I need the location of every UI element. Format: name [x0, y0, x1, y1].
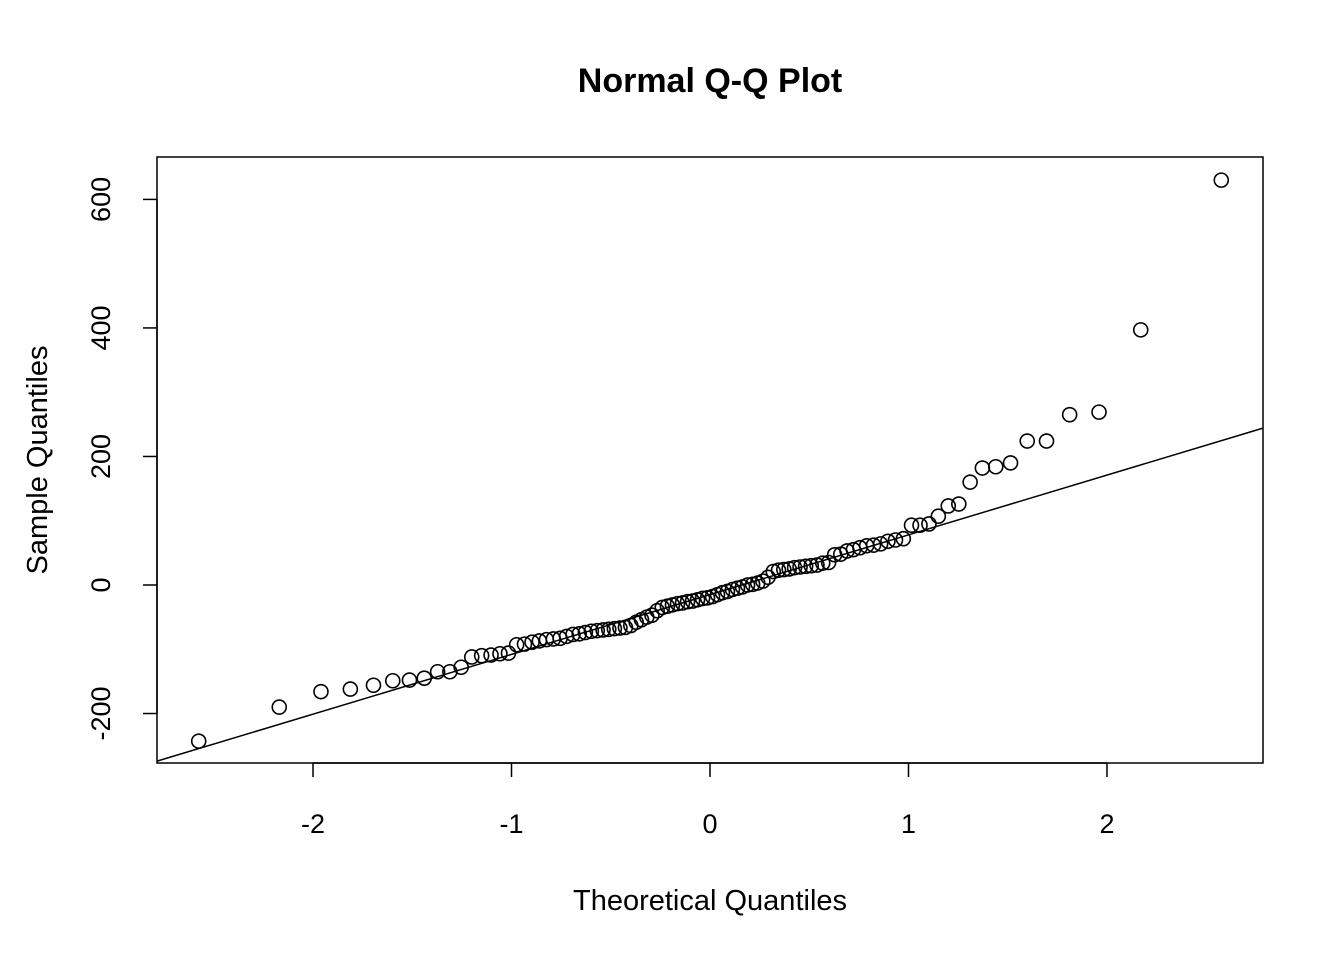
data-point [384, 672, 401, 689]
data-point [951, 496, 967, 512]
data-point [1213, 172, 1230, 188]
data-point [987, 458, 1004, 475]
data-point [1132, 322, 1149, 338]
chart-title: Normal Q-Q Plot [578, 62, 842, 100]
data-point [814, 555, 831, 571]
data-point [739, 577, 756, 593]
x-tick-label: -2 [301, 809, 325, 839]
data-point [1002, 455, 1019, 471]
data-point [930, 508, 947, 525]
x-tick-label: 0 [702, 809, 717, 839]
data-point [962, 474, 978, 490]
data-point [974, 460, 991, 476]
y-tick-label: -200 [86, 686, 116, 740]
data-point [669, 595, 686, 612]
data-point [313, 683, 329, 700]
data-point [872, 536, 889, 552]
data-point [577, 624, 594, 641]
data-point [776, 561, 792, 578]
data-point [792, 559, 808, 575]
data-point [694, 590, 711, 607]
data-point [903, 517, 920, 534]
data-point [606, 620, 623, 637]
x-axis-label: Theoretical Quantiles [573, 885, 847, 917]
data-point [887, 532, 904, 548]
data-point [453, 659, 469, 676]
data-point [583, 623, 600, 640]
data-point [600, 621, 617, 638]
data-point [524, 634, 540, 650]
data-point [781, 561, 797, 577]
data-point [401, 672, 418, 688]
data-point [416, 670, 433, 686]
data-point [921, 516, 937, 532]
data-point [492, 645, 508, 662]
plot-frame [156, 156, 1264, 764]
data-point [508, 636, 525, 653]
data-point [786, 559, 803, 576]
data-point [644, 607, 660, 623]
data-point [1038, 433, 1055, 449]
x-tick-label: -1 [499, 809, 523, 839]
y-tick-label: 0 [86, 577, 116, 592]
data-point [1091, 404, 1107, 420]
x-tick-label: 1 [901, 809, 916, 839]
data-point [912, 517, 928, 534]
data-point [865, 537, 882, 553]
data-point [760, 569, 776, 586]
data-point [797, 558, 814, 575]
data-point [770, 562, 787, 579]
data-point [190, 733, 207, 749]
data-point [595, 622, 611, 638]
data-point [365, 677, 382, 694]
data-point [516, 636, 533, 652]
data-point [463, 649, 480, 665]
data-point [429, 663, 446, 680]
data-point [1019, 433, 1036, 449]
data-point [612, 620, 628, 636]
data-point [895, 530, 912, 547]
data-point [571, 626, 588, 642]
data-point [565, 626, 581, 643]
data-point [755, 573, 771, 589]
data-point [940, 498, 957, 514]
data-point [880, 533, 896, 550]
data-point [271, 699, 288, 715]
data-point [500, 645, 517, 661]
data-point [803, 557, 820, 574]
x-tick-label: 2 [1099, 809, 1114, 839]
y-axis-label: Sample Quantiles [22, 346, 54, 575]
data-point [1061, 406, 1078, 423]
data-point [342, 681, 359, 697]
y-tick-label: 200 [86, 434, 116, 479]
y-tick-label: 400 [86, 305, 116, 350]
data-point [483, 647, 499, 663]
data-point [679, 593, 696, 610]
data-point [473, 647, 490, 664]
data-point [558, 628, 575, 645]
data-point [589, 622, 606, 639]
y-tick-label: 600 [86, 177, 116, 222]
